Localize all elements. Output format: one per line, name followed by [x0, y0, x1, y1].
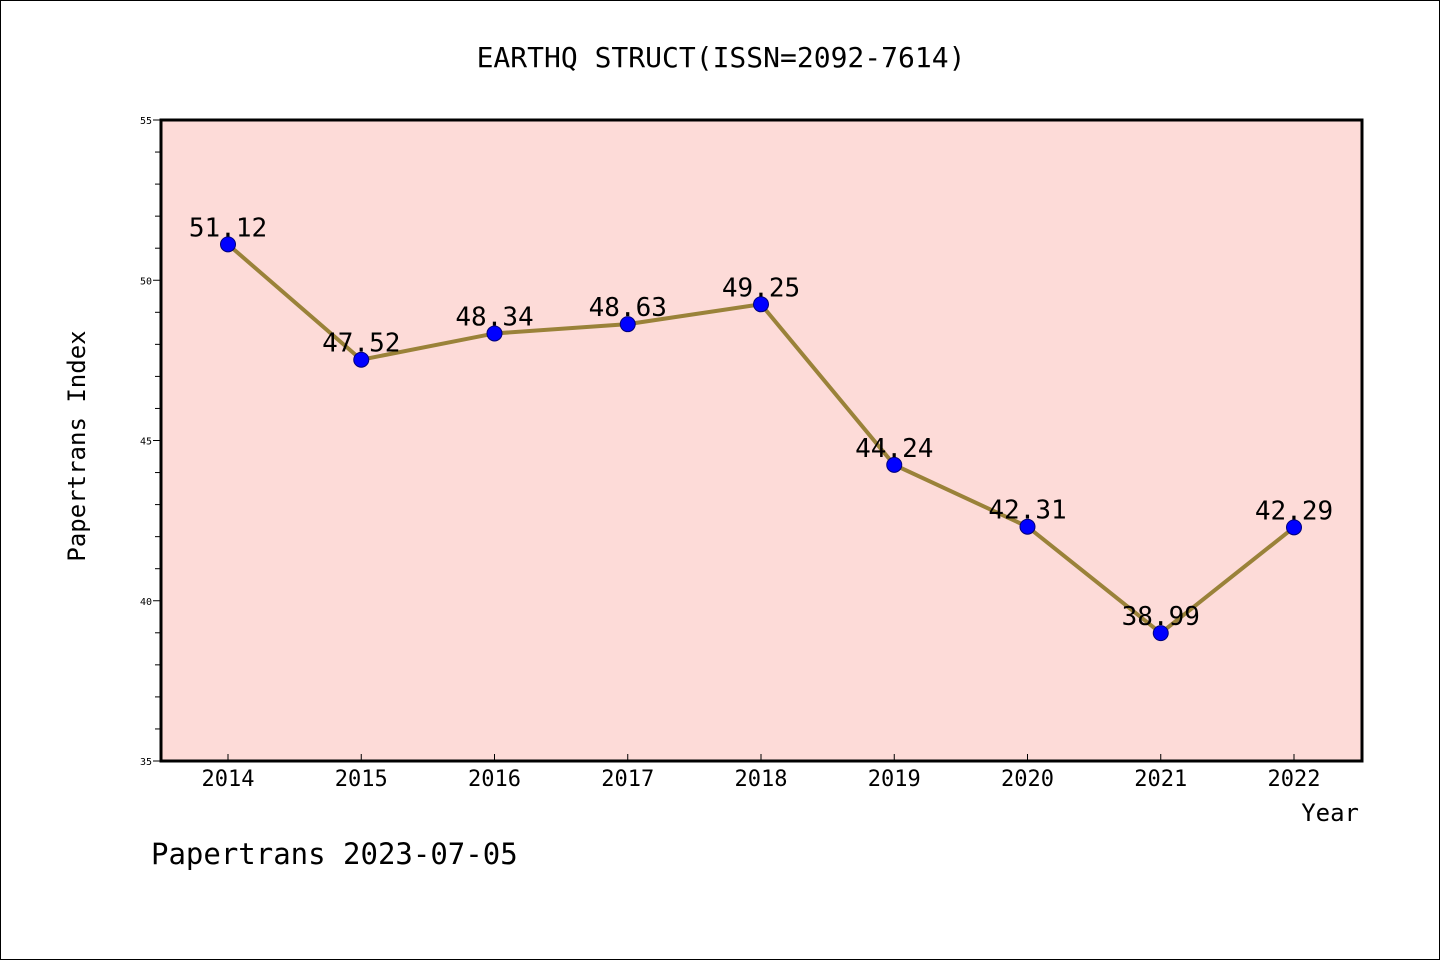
footer-text: Papertrans 2023-07-05 — [151, 837, 518, 871]
data-point — [486, 325, 503, 342]
data-point — [1152, 625, 1169, 642]
data-label: 38.99 — [1122, 602, 1200, 632]
x-axis: 2014 2015 2016 2017 2018 2019 2020 2021 2022 — [202, 754, 1321, 792]
data-label: 47.52 — [322, 329, 400, 359]
data-labels: 51.12 47.52 48.34 48.63 49.25 44.24 42.31 38.99… — [189, 213, 1333, 632]
data-point — [1019, 518, 1036, 535]
data-label: 48.63 — [589, 293, 667, 323]
data-point — [1286, 519, 1302, 536]
y-tick-label: 50 — [140, 276, 152, 287]
y-axis-label: Papertrans Index — [63, 330, 91, 561]
x-tick-label: 2019 — [868, 767, 921, 792]
y-tick-label: 35 — [140, 757, 152, 768]
data-point — [753, 296, 769, 313]
data-label: 51.12 — [189, 213, 267, 243]
data-label: 49.25 — [722, 273, 800, 303]
data-label: 42.31 — [988, 496, 1066, 526]
data-label: 48.34 — [455, 302, 533, 332]
x-tick-label: 2022 — [1268, 767, 1321, 792]
x-tick-label: 2017 — [601, 767, 654, 792]
plot-area — [159, 118, 1364, 763]
data-point — [619, 316, 636, 333]
y-tick-label: 55 — [140, 116, 152, 127]
data-point — [220, 236, 236, 253]
data-point — [886, 456, 903, 473]
data-point — [353, 351, 370, 368]
x-tick-label: 2021 — [1134, 767, 1187, 792]
x-tick-label: 2018 — [735, 767, 788, 792]
data-label: 44.24 — [855, 434, 933, 464]
x-tick-label: 2014 — [202, 767, 255, 792]
x-tick-label: 2016 — [468, 767, 521, 792]
series-markers — [220, 236, 1302, 642]
chart-title: EARTHQ STRUCT(ISSN=2092-7614) — [477, 41, 966, 74]
y-tick-label: 45 — [140, 437, 152, 448]
x-axis-label: Year — [1301, 799, 1359, 827]
y-axis: 35 40 45 50 55 — [140, 116, 161, 768]
y-tick-label: 40 — [140, 597, 152, 608]
data-label: 42.29 — [1255, 496, 1333, 526]
x-tick-label: 2015 — [335, 767, 388, 792]
x-tick-label: 2020 — [1001, 767, 1054, 792]
